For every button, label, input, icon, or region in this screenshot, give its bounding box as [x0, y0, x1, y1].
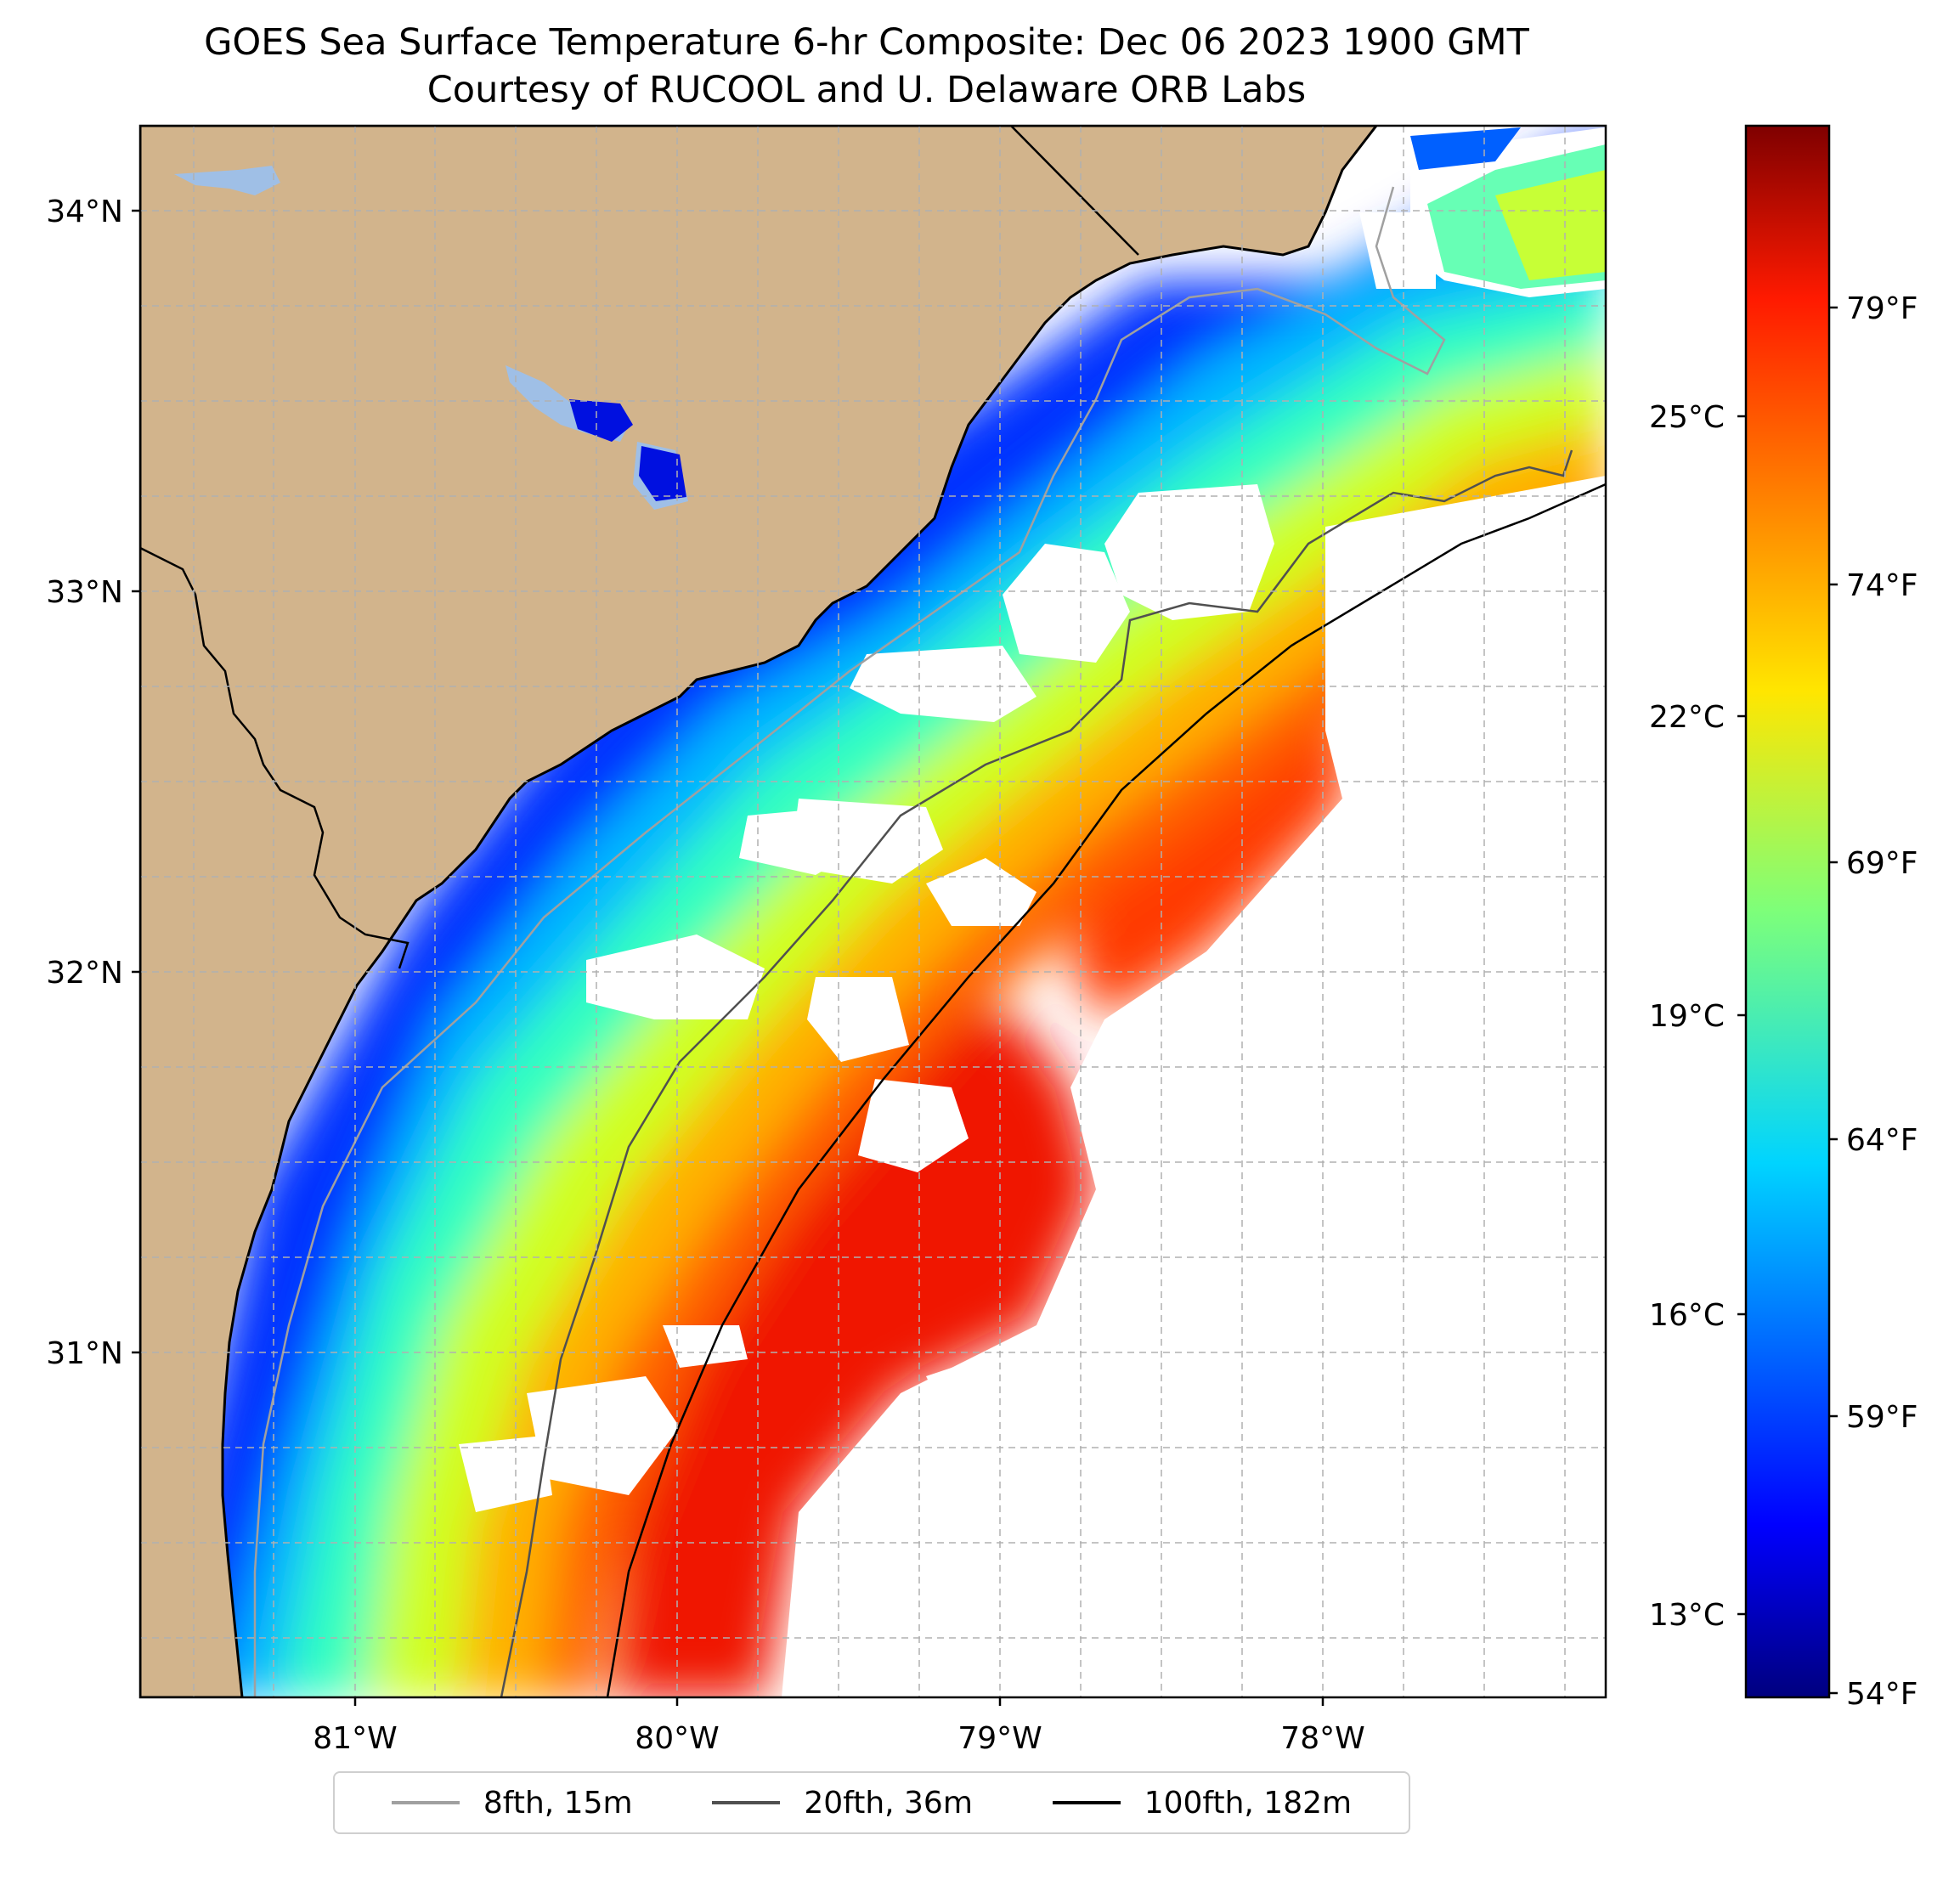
lake-moultrie-sst: [639, 446, 686, 501]
lat-label-32: 32°N: [46, 956, 123, 991]
lat-ticks: [132, 209, 140, 1354]
legend-label-100fth: 100fth, 182m: [1144, 1785, 1353, 1821]
no-data-patches: [459, 126, 1606, 1697]
legend-line-100fth: [1052, 1801, 1121, 1804]
legend-item-8fth: 8fth, 15m: [391, 1785, 633, 1821]
lat-label-31: 31°N: [46, 1336, 123, 1371]
ne-sst-patch: [1410, 127, 1606, 297]
cbar-f-79: 79°F: [1846, 291, 1918, 326]
title-line-1: GOES Sea Surface Temperature 6-hr Compos…: [204, 21, 1529, 64]
contour-20fth: [500, 449, 1573, 1697]
contour-legend: 8fth, 15m 20fth, 36m 100fth, 182m: [333, 1771, 1410, 1834]
legend-label-8fth: 8fth, 15m: [483, 1785, 633, 1821]
map-grid: [140, 126, 1606, 1697]
colorbar: [1744, 124, 1831, 1699]
lat-label-34: 34°N: [46, 195, 123, 229]
legend-label-20fth: 20fth, 36m: [804, 1785, 973, 1821]
chart-title: GOES Sea Surface Temperature 6-hr Compos…: [0, 19, 1733, 114]
cbar-c-13: 13°C: [1649, 1598, 1725, 1633]
lat-label-33: 33°N: [46, 575, 123, 610]
cbar-c-25: 25°C: [1649, 400, 1725, 435]
cbar-f-74: 74°F: [1846, 568, 1918, 603]
lon-label-79: 79°W: [957, 1721, 1042, 1756]
lon-ticks: [353, 1697, 1325, 1706]
legend-line-20fth: [712, 1801, 781, 1804]
lon-label-81: 81°W: [313, 1721, 397, 1756]
cbar-c-16: 16°C: [1649, 1298, 1725, 1333]
cbar-f-64: 64°F: [1846, 1123, 1918, 1158]
lon-label-78: 78°W: [1280, 1721, 1364, 1756]
colorbar-ticks: [1737, 306, 1838, 1695]
cbar-c-19: 19°C: [1649, 999, 1725, 1034]
legend-item-100fth: 100fth, 182m: [1052, 1785, 1353, 1821]
cbar-f-69: 69°F: [1846, 846, 1918, 881]
cbar-c-22: 22°C: [1649, 700, 1725, 735]
cbar-f-54: 54°F: [1846, 1677, 1918, 1712]
legend-line-8fth: [391, 1801, 460, 1804]
legend-item-20fth: 20fth, 36m: [712, 1786, 973, 1821]
contour-100fth: [606, 483, 1606, 1697]
lon-label-80: 80°W: [635, 1721, 719, 1756]
title-line-2: Courtesy of RUCOOL and U. Delaware ORB L…: [426, 69, 1307, 111]
cbar-f-59: 59°F: [1846, 1400, 1918, 1435]
contour-8fth: [253, 186, 1446, 1697]
plot-frame: [138, 124, 1607, 1699]
land-area: [140, 126, 1378, 1697]
lake-marion-sst: [569, 399, 633, 442]
lake-nc: [174, 166, 280, 195]
state-border: [140, 126, 1139, 969]
